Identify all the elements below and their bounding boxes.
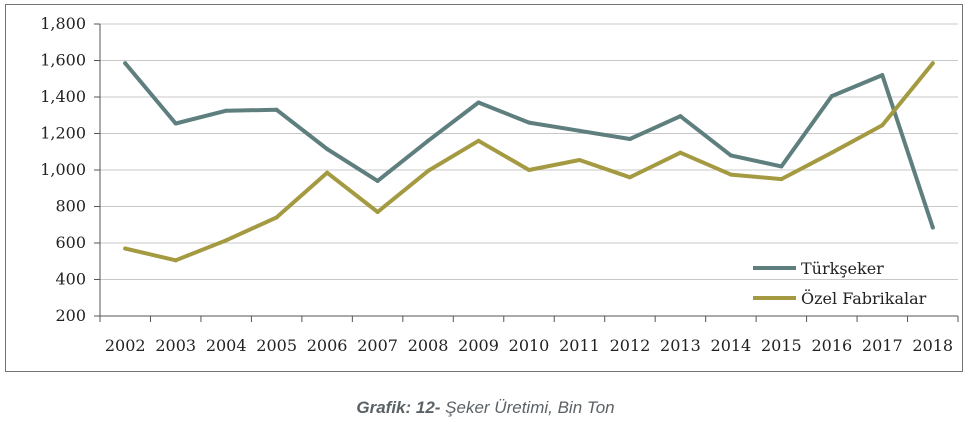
x-tick-label: 2015 <box>761 336 802 355</box>
y-tick-label: 800 <box>55 197 86 216</box>
y-tick-label: 600 <box>55 233 86 252</box>
data-point <box>779 164 784 169</box>
axes <box>94 23 959 322</box>
data-point <box>930 225 935 230</box>
data-point <box>123 246 128 251</box>
legend: Türkşeker Özel Fabrikalar <box>753 259 927 308</box>
data-point <box>274 215 279 220</box>
x-tick-label: 2013 <box>660 336 701 355</box>
data-point <box>325 147 330 152</box>
x-tick-label: 2004 <box>206 336 247 355</box>
x-tick-label: 2008 <box>408 336 449 355</box>
data-point <box>829 94 834 99</box>
gridlines <box>100 23 958 280</box>
x-tick-label: 2007 <box>357 336 398 355</box>
series-lines <box>123 61 935 263</box>
data-point <box>880 73 885 78</box>
data-point <box>274 107 279 112</box>
x-axis-tick-labels: 2002 2003 2004 2005 2006 2007 2008 2009 2010 2011… <box>105 336 953 355</box>
y-tick-label: 1,800 <box>40 14 86 33</box>
x-tick-label: 2009 <box>458 336 499 355</box>
data-point <box>728 153 733 158</box>
series-line-1 <box>123 61 935 230</box>
data-point <box>678 114 683 119</box>
x-tick-label: 2006 <box>307 336 348 355</box>
x-tick-label: 2017 <box>862 336 903 355</box>
data-point <box>325 170 330 175</box>
data-point <box>728 172 733 177</box>
y-tick-label: 1,200 <box>40 124 86 143</box>
data-point <box>173 258 178 263</box>
x-tick-label: 2003 <box>155 336 196 355</box>
x-tick-label: 2018 <box>912 336 953 355</box>
x-tick-label: 2005 <box>256 336 297 355</box>
data-point <box>527 120 531 125</box>
x-tick-label: 2014 <box>711 336 752 355</box>
data-point <box>224 108 229 113</box>
data-point <box>527 168 531 172</box>
y-tick-label: 1,000 <box>40 160 86 179</box>
data-point <box>375 178 380 183</box>
caption-label: Grafik: 12- <box>356 398 441 417</box>
data-point <box>627 136 632 141</box>
caption-text: Şeker Üretimi, Bin Ton <box>440 398 615 417</box>
y-axis-tick-labels: 200 400 600 800 1,000 1,200 1,400 1,600 1,800 <box>40 14 86 325</box>
line-chart: 200 400 600 800 1,000 1,200 1,400 1,600 1,800 20… <box>40 14 959 355</box>
data-point <box>476 138 481 143</box>
data-point <box>577 157 582 162</box>
data-point <box>930 61 935 66</box>
x-tick-label: 2002 <box>105 336 146 355</box>
x-tick-label: 2011 <box>559 336 600 355</box>
legend-label: Türkşeker <box>801 259 884 278</box>
data-point <box>880 123 885 128</box>
data-point <box>173 121 178 126</box>
data-point <box>375 209 380 214</box>
y-tick-label: 200 <box>55 306 86 325</box>
x-tick-label: 2012 <box>610 336 651 355</box>
data-point <box>627 175 632 180</box>
legend-label: Özel Fabrikalar <box>801 288 927 308</box>
x-tick-label: 2016 <box>811 336 852 355</box>
data-point <box>829 150 834 155</box>
data-point <box>779 177 784 182</box>
data-point <box>577 128 582 133</box>
data-point <box>678 150 683 155</box>
data-point <box>224 238 229 243</box>
data-point <box>426 168 431 173</box>
data-point <box>426 138 431 143</box>
y-tick-label: 1,400 <box>40 87 86 106</box>
data-point <box>123 61 128 66</box>
series-line-2 <box>123 61 935 263</box>
y-tick-label: 400 <box>55 270 86 289</box>
figure-caption: Grafik: 12- Şeker Üretimi, Bin Ton <box>0 398 971 418</box>
y-tick-label: 1,600 <box>40 51 86 70</box>
x-tick-label: 2010 <box>509 336 550 355</box>
chart-frame <box>5 4 963 372</box>
data-point <box>476 100 481 105</box>
